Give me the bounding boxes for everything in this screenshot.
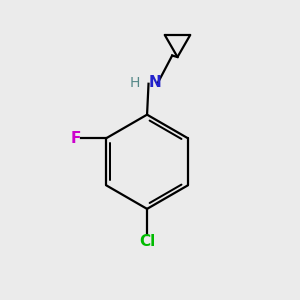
Text: N: N xyxy=(148,75,161,90)
Text: H: H xyxy=(130,76,140,90)
Text: F: F xyxy=(70,131,80,146)
Text: Cl: Cl xyxy=(139,234,155,249)
